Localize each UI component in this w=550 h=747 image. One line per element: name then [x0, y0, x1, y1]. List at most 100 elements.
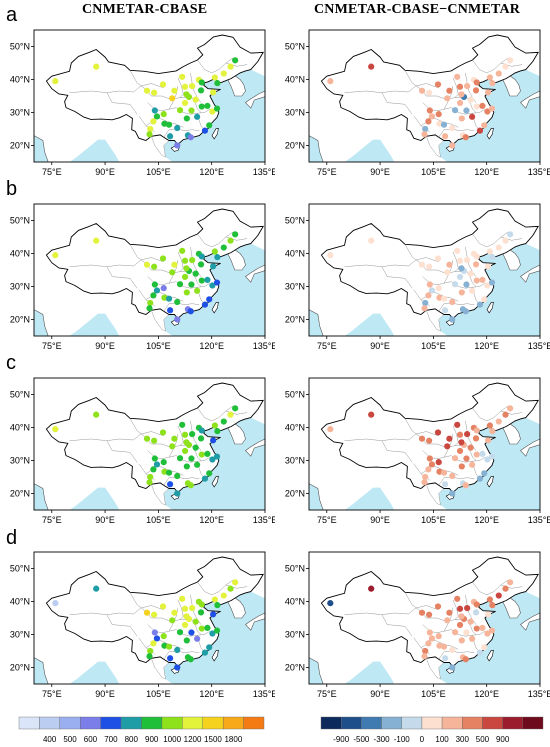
station-marker: [440, 643, 448, 650]
station-marker: [194, 287, 201, 294]
colorbar-label: 100: [435, 735, 449, 744]
lon-tick-label: 105°E: [421, 689, 446, 699]
station-marker: [472, 261, 480, 268]
station-marker: [476, 649, 484, 656]
station-marker: [449, 316, 456, 323]
station-marker: [495, 244, 502, 251]
station-marker: [153, 113, 161, 120]
station-marker: [486, 74, 493, 81]
station-marker: [426, 629, 433, 636]
station-marker: [187, 656, 194, 663]
station-marker: [507, 231, 514, 238]
station-marker: [484, 282, 491, 289]
lat-tick-label: 40°N: [285, 75, 305, 85]
lat-tick-label: 40°N: [285, 249, 305, 259]
station-marker: [146, 479, 153, 486]
colorbar-label: -900: [333, 735, 350, 744]
station-marker: [189, 83, 196, 90]
lon-tick-label: 120°E: [199, 167, 224, 177]
station-marker: [418, 609, 426, 616]
station-marker: [153, 287, 161, 294]
station-marker: [502, 585, 509, 592]
lon-tick-label: 90°E: [95, 341, 115, 351]
map-b-right: 75°E 90°E 105°E 120°E 135°E 50°N 40°N 30°N 20°N: [285, 203, 550, 351]
map-c-left: 75°E 90°E 105°E 120°E 135°E 50°N 40°N 30°N 20°N: [10, 377, 275, 525]
station-marker: [210, 611, 217, 618]
colorbar-label: -500: [353, 735, 370, 744]
station-marker: [327, 426, 334, 433]
station-marker: [327, 252, 334, 259]
station-marker: [488, 453, 496, 460]
station-marker: [143, 87, 151, 94]
station-marker: [181, 257, 189, 264]
station-marker: [211, 422, 218, 429]
station-marker: [52, 600, 59, 607]
station-marker: [151, 263, 158, 270]
station-marker: [449, 298, 456, 306]
station-marker: [435, 459, 442, 466]
station-marker: [454, 247, 461, 254]
station-marker: [428, 461, 436, 468]
lat-tick-label: 30°N: [10, 630, 30, 640]
station-marker: [456, 257, 464, 264]
station-marker: [458, 439, 465, 446]
lon-tick-label: 120°E: [474, 515, 499, 525]
lat-tick-label: 40°N: [285, 423, 305, 433]
station-marker: [442, 481, 449, 488]
station-marker: [440, 469, 448, 476]
station-marker: [160, 633, 167, 640]
station-marker: [507, 579, 514, 586]
station-marker: [143, 435, 151, 442]
station-marker: [485, 611, 492, 618]
station-marker: [469, 287, 476, 294]
station-marker: [214, 428, 221, 435]
map-a-left: 75°E 90°E 105°E 120°E 135°E 50°N 40°N 30°N 20°N: [10, 29, 275, 177]
station-marker: [194, 113, 201, 120]
station-marker: [435, 633, 442, 640]
lon-tick-label: 90°E: [370, 167, 390, 177]
colorbar-swatch: [320, 716, 342, 730]
station-marker: [442, 307, 449, 314]
station-marker: [464, 605, 471, 612]
colorbar-label: 1800: [224, 735, 242, 744]
station-marker: [176, 107, 184, 114]
station-marker: [150, 640, 157, 647]
colorbar-swatch: [80, 716, 101, 730]
station-marker: [232, 231, 239, 238]
station-marker: [151, 281, 158, 288]
station-marker: [169, 95, 176, 102]
station-marker: [165, 469, 173, 476]
lat-tick-label: 20°N: [285, 663, 305, 673]
lon-tick-label: 135°E: [528, 167, 550, 177]
station-marker: [368, 63, 375, 70]
station-marker: [502, 237, 509, 244]
station-marker: [188, 107, 195, 114]
station-marker: [52, 252, 59, 259]
station-marker: [194, 461, 201, 468]
station-marker: [473, 625, 480, 632]
station-marker: [451, 629, 459, 636]
lat-tick-label: 50°N: [285, 390, 305, 400]
lon-tick-label: 75°E: [317, 167, 337, 177]
station-marker: [151, 89, 158, 96]
station-marker: [232, 405, 239, 412]
station-marker: [418, 87, 426, 94]
colorbar-swatch: [462, 716, 483, 730]
station-marker: [434, 81, 442, 88]
station-marker: [481, 644, 488, 651]
station-marker: [161, 294, 168, 301]
station-marker: [440, 295, 448, 302]
panel-label-d: d: [6, 527, 18, 549]
station-marker: [473, 253, 480, 260]
station-marker: [183, 637, 190, 644]
station-marker: [179, 73, 186, 80]
station-marker: [188, 629, 195, 636]
lon-tick-label: 105°E: [421, 167, 446, 177]
lat-tick-label: 40°N: [10, 249, 30, 259]
station-marker: [179, 421, 186, 428]
station-marker: [451, 107, 459, 114]
station-marker: [146, 653, 153, 660]
station-marker: [93, 411, 100, 418]
lat-tick-label: 20°N: [10, 141, 30, 151]
station-marker: [93, 237, 100, 244]
